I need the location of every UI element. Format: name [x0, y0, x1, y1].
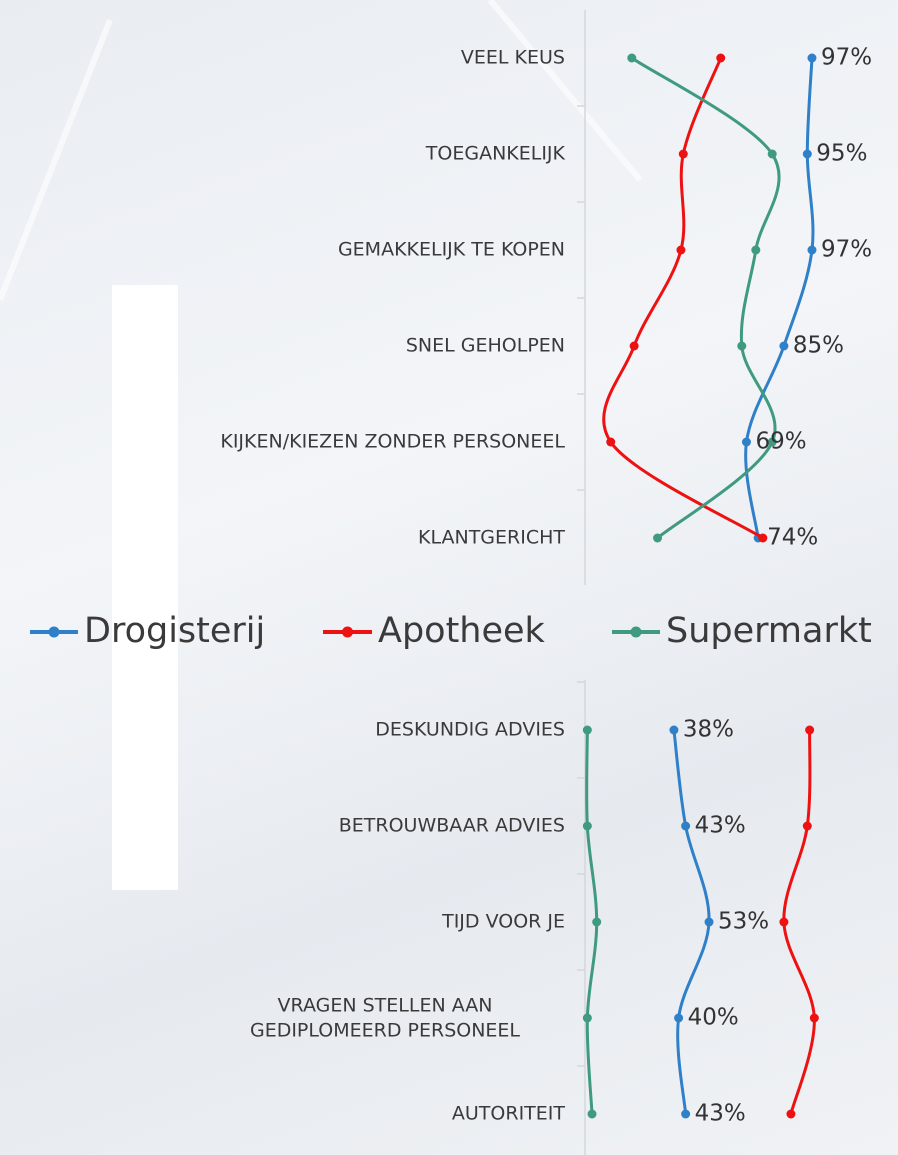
data-point: [807, 53, 817, 63]
category-label: BETROUWBAAR ADVIES: [338, 814, 565, 837]
category-label: AUTORITEIT: [451, 1102, 565, 1125]
data-point: [582, 1013, 592, 1023]
data-point: [767, 437, 777, 447]
value-label: 85%: [793, 333, 844, 359]
category-label-box: KIJKEN/KIEZEN ZONDER PERSONEEL: [185, 430, 565, 455]
data-point: [767, 149, 777, 159]
white-panel: [112, 285, 178, 890]
value-label: 53%: [718, 909, 769, 935]
data-point: [681, 821, 691, 831]
category-label-box: VEEL KEUS: [185, 46, 565, 71]
data-point: [807, 245, 817, 255]
value-label: 97%: [821, 45, 872, 71]
data-point: [669, 725, 679, 735]
category-label-box: TIJD VOOR JE: [185, 910, 565, 935]
value-label: 69%: [755, 429, 806, 455]
data-point: [805, 725, 815, 735]
data-point: [653, 533, 663, 543]
data-point: [587, 1109, 597, 1119]
category-label: TIJD VOOR JE: [442, 910, 565, 933]
value-label: 97%: [821, 237, 872, 263]
category-label: KIJKEN/KIEZEN ZONDER PERSONEEL: [220, 430, 565, 453]
category-label-box: TOEGANKELIJK: [185, 142, 565, 167]
decor: [0, 18, 113, 302]
value-label: 43%: [695, 1101, 746, 1127]
data-point: [592, 917, 602, 927]
legend-label: Drogisterij: [84, 611, 265, 651]
value-label: 38%: [683, 717, 734, 743]
data-point: [629, 341, 639, 351]
category-label: DESKUNDIG ADVIES: [375, 718, 565, 741]
series-line: [744, 57, 815, 539]
data-point: [751, 245, 761, 255]
data-point: [758, 533, 768, 543]
legend-dot: [48, 626, 60, 638]
data-point: [737, 341, 747, 351]
series-line: [672, 729, 711, 1115]
category-label-box: GEMAKKELIJK TE KOPEN: [185, 238, 565, 263]
legend-label: Apotheek: [378, 611, 546, 651]
category-label: VEEL KEUS: [460, 46, 565, 69]
category-label-box: BETROUWBAAR ADVIES: [185, 814, 565, 839]
data-point: [741, 437, 751, 447]
data-point: [786, 1109, 796, 1119]
data-point: [779, 917, 789, 927]
legend-dot: [342, 626, 353, 638]
data-point: [779, 341, 789, 351]
data-point: [716, 53, 726, 63]
value-label: 74%: [767, 525, 818, 551]
data-point: [582, 725, 592, 735]
decor: [487, 0, 643, 182]
data-point: [802, 821, 812, 831]
data-point: [627, 53, 637, 63]
value-label: 95%: [816, 141, 867, 167]
category-label-box: KLANTGERICHT: [185, 526, 565, 551]
data-point: [678, 149, 688, 159]
data-point: [681, 1109, 691, 1119]
category-label: GEMAKKELIJK TE KOPEN: [337, 238, 565, 261]
category-label-box: VRAGEN STELLEN AAN GEDIPLOMEERD PERSONEE…: [185, 993, 565, 1042]
category-label-box: AUTORITEIT: [185, 1102, 565, 1127]
category-label-box: DESKUNDIG ADVIES: [185, 718, 565, 743]
category-label: KLANTGERICHT: [418, 526, 565, 549]
data-point: [582, 821, 592, 831]
category-label-box: SNEL GEHOLPEN: [185, 334, 565, 359]
legend-label: Supermarkt: [666, 611, 872, 651]
data-point: [704, 917, 714, 927]
category-label: VRAGEN STELLEN AAN GEDIPLOMEERD PERSONEE…: [249, 994, 521, 1041]
data-point: [802, 149, 812, 159]
category-label: SNEL GEHOLPEN: [405, 334, 565, 357]
series-line: [782, 729, 816, 1115]
data-point: [606, 437, 616, 447]
data-point: [674, 1013, 684, 1023]
series-line: [630, 56, 781, 540]
value-label: 40%: [688, 1005, 739, 1031]
legend-dot: [630, 626, 642, 638]
category-label: TOEGANKELIJK: [425, 142, 565, 165]
value-label: 43%: [695, 813, 746, 839]
series-line: [602, 57, 764, 540]
data-point: [676, 245, 686, 255]
data-point: [809, 1013, 819, 1023]
